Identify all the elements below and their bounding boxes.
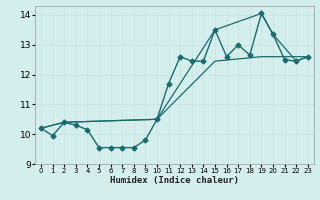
X-axis label: Humidex (Indice chaleur): Humidex (Indice chaleur): [110, 176, 239, 185]
